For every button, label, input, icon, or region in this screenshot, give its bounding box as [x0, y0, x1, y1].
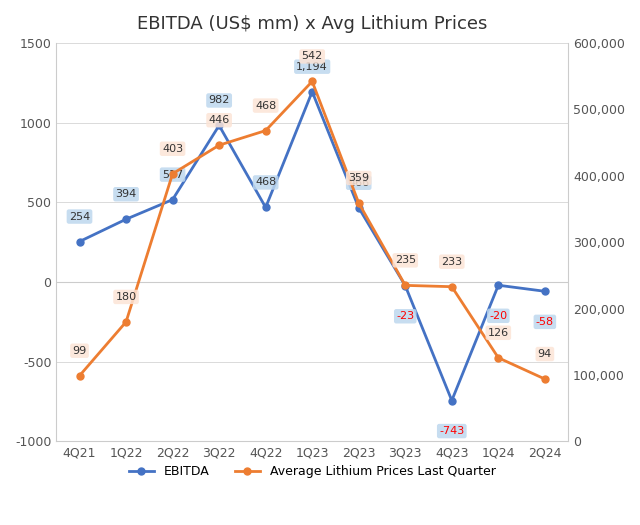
Text: 180: 180 [115, 292, 136, 302]
EBITDA [401, 282, 409, 289]
Text: 466: 466 [348, 178, 369, 188]
Text: 126: 126 [488, 328, 509, 338]
EBITDA [215, 122, 223, 129]
Average Lithium Prices Last Quarter [308, 78, 316, 85]
Text: 94: 94 [538, 349, 552, 359]
Text: 394: 394 [115, 189, 137, 199]
Text: 403: 403 [162, 144, 183, 154]
Average Lithium Prices Last Quarter [169, 171, 177, 177]
Text: 254: 254 [69, 212, 90, 222]
Average Lithium Prices Last Quarter [448, 284, 456, 290]
Text: 517: 517 [162, 170, 183, 180]
EBITDA [541, 288, 548, 295]
Text: -20: -20 [489, 311, 508, 321]
Line: Average Lithium Prices Last Quarter: Average Lithium Prices Last Quarter [76, 78, 548, 383]
Text: 1,194: 1,194 [296, 61, 328, 72]
EBITDA [169, 196, 177, 203]
EBITDA [262, 204, 269, 211]
Text: 446: 446 [209, 115, 230, 125]
Average Lithium Prices Last Quarter [355, 200, 363, 206]
Average Lithium Prices Last Quarter [122, 319, 130, 325]
EBITDA [76, 238, 83, 245]
EBITDA [308, 89, 316, 95]
EBITDA [355, 205, 363, 211]
Text: 468: 468 [255, 177, 276, 187]
Text: -743: -743 [439, 426, 465, 436]
Text: -58: -58 [536, 317, 554, 327]
Text: 235: 235 [395, 255, 416, 265]
Average Lithium Prices Last Quarter [215, 142, 223, 149]
Average Lithium Prices Last Quarter [541, 376, 548, 382]
Average Lithium Prices Last Quarter [495, 354, 502, 361]
Text: -23: -23 [396, 311, 414, 321]
Line: EBITDA: EBITDA [76, 88, 548, 404]
EBITDA [448, 397, 456, 404]
Text: 359: 359 [348, 173, 369, 183]
EBITDA [495, 282, 502, 288]
Text: 233: 233 [441, 257, 462, 267]
Text: 99: 99 [72, 346, 86, 356]
Average Lithium Prices Last Quarter [76, 373, 83, 379]
Text: 982: 982 [209, 96, 230, 106]
Text: 542: 542 [301, 51, 323, 61]
Legend: EBITDA, Average Lithium Prices Last Quarter: EBITDA, Average Lithium Prices Last Quar… [124, 460, 500, 483]
Average Lithium Prices Last Quarter [401, 282, 409, 289]
Average Lithium Prices Last Quarter [262, 128, 269, 134]
Title: EBITDA (US$ mm) x Avg Lithium Prices: EBITDA (US$ mm) x Avg Lithium Prices [137, 15, 488, 33]
Text: 468: 468 [255, 101, 276, 111]
EBITDA [122, 216, 130, 223]
